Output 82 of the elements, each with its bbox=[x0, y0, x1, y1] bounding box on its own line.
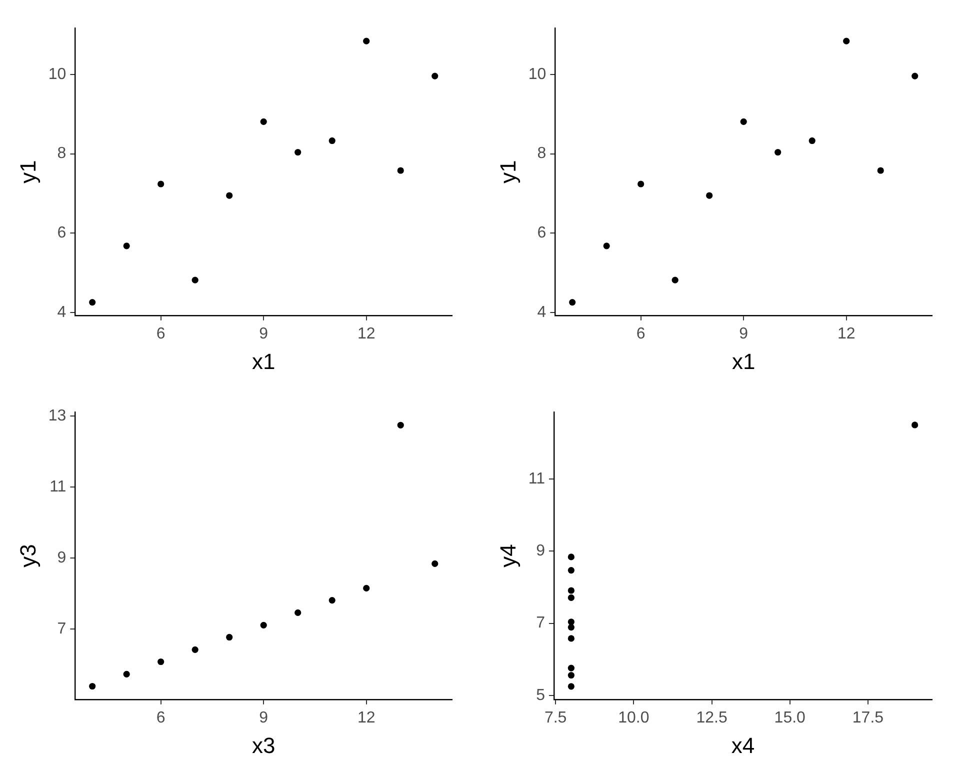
point bbox=[123, 670, 130, 678]
x-tick-label: 6 bbox=[636, 325, 646, 342]
y-tick-label: 5 bbox=[536, 686, 546, 704]
y-tick-label: 6 bbox=[57, 224, 66, 242]
point bbox=[294, 609, 302, 616]
point bbox=[158, 180, 164, 188]
point bbox=[568, 635, 574, 642]
x-tick-label: 6 bbox=[156, 325, 166, 342]
point bbox=[432, 560, 438, 567]
point bbox=[912, 422, 918, 428]
point bbox=[192, 646, 198, 653]
point bbox=[89, 682, 96, 690]
y-tick-label: 4 bbox=[537, 304, 546, 322]
point bbox=[843, 38, 850, 44]
x-tick-label: 7.5 bbox=[544, 709, 567, 726]
y-tick-label: 8 bbox=[57, 145, 66, 162]
point bbox=[89, 299, 96, 306]
point bbox=[672, 276, 678, 284]
x-tick-label: 12 bbox=[357, 325, 376, 342]
y-tick-label: 4 bbox=[57, 304, 66, 322]
point bbox=[568, 664, 574, 672]
point bbox=[568, 587, 574, 594]
x-axis-title: x4 bbox=[731, 732, 755, 758]
y-tick-label: 9 bbox=[57, 549, 66, 566]
point bbox=[123, 242, 130, 250]
point bbox=[568, 624, 574, 631]
point bbox=[568, 672, 574, 679]
point bbox=[568, 554, 574, 560]
point bbox=[912, 72, 918, 80]
point bbox=[774, 148, 782, 156]
point bbox=[226, 192, 233, 199]
x-axis-title: x3 bbox=[252, 732, 276, 758]
y-tick-label: 7 bbox=[57, 620, 66, 638]
y-axis-title: y4 bbox=[495, 544, 520, 568]
point bbox=[158, 658, 164, 666]
y-axis-title: y1 bbox=[495, 160, 520, 184]
point bbox=[260, 118, 267, 125]
x-axis-title: x1 bbox=[252, 348, 276, 374]
x-tick-label: 9 bbox=[739, 325, 748, 342]
y-tick-label: 7 bbox=[536, 614, 546, 632]
point bbox=[260, 622, 267, 628]
x-tick-label: 9 bbox=[259, 709, 268, 726]
point bbox=[363, 584, 370, 592]
y-axis-title: y1 bbox=[15, 160, 40, 184]
y-tick-label: 8 bbox=[537, 145, 546, 162]
y-axis-title: y3 bbox=[15, 544, 40, 568]
x-tick-label: 15.0 bbox=[774, 709, 806, 726]
point bbox=[638, 180, 644, 188]
y-tick-label: 11 bbox=[50, 478, 66, 496]
point bbox=[294, 148, 302, 156]
y-tick-label: 6 bbox=[537, 224, 546, 242]
point bbox=[363, 38, 370, 44]
point bbox=[568, 567, 574, 574]
point bbox=[568, 618, 574, 626]
x-tick-label: 9 bbox=[259, 325, 268, 342]
point bbox=[328, 137, 336, 144]
x-axis-title: x1 bbox=[732, 348, 756, 374]
y-tick-label: 9 bbox=[536, 542, 546, 560]
point bbox=[192, 276, 198, 284]
point bbox=[603, 242, 610, 250]
y-tick-label: 11 bbox=[528, 470, 546, 488]
x-tick-label: 12.5 bbox=[696, 709, 728, 726]
x-tick-label: 10.0 bbox=[618, 709, 650, 726]
point bbox=[226, 634, 233, 641]
y-tick-label: 13 bbox=[48, 407, 66, 424]
point bbox=[568, 594, 574, 602]
point bbox=[808, 137, 816, 144]
point bbox=[432, 72, 438, 80]
point bbox=[328, 596, 336, 604]
x-tick-label: 12 bbox=[837, 325, 856, 342]
x-tick-label: 6 bbox=[156, 709, 166, 726]
point bbox=[740, 118, 747, 125]
point bbox=[568, 683, 574, 690]
point bbox=[397, 167, 404, 174]
point bbox=[877, 167, 884, 174]
point bbox=[569, 299, 576, 306]
y-tick-label: 10 bbox=[528, 66, 546, 83]
x-tick-label: 12 bbox=[357, 709, 376, 726]
y-tick-label: 10 bbox=[48, 66, 66, 83]
x-tick-label: 17.5 bbox=[852, 709, 884, 726]
point bbox=[397, 422, 404, 428]
point bbox=[706, 192, 713, 199]
